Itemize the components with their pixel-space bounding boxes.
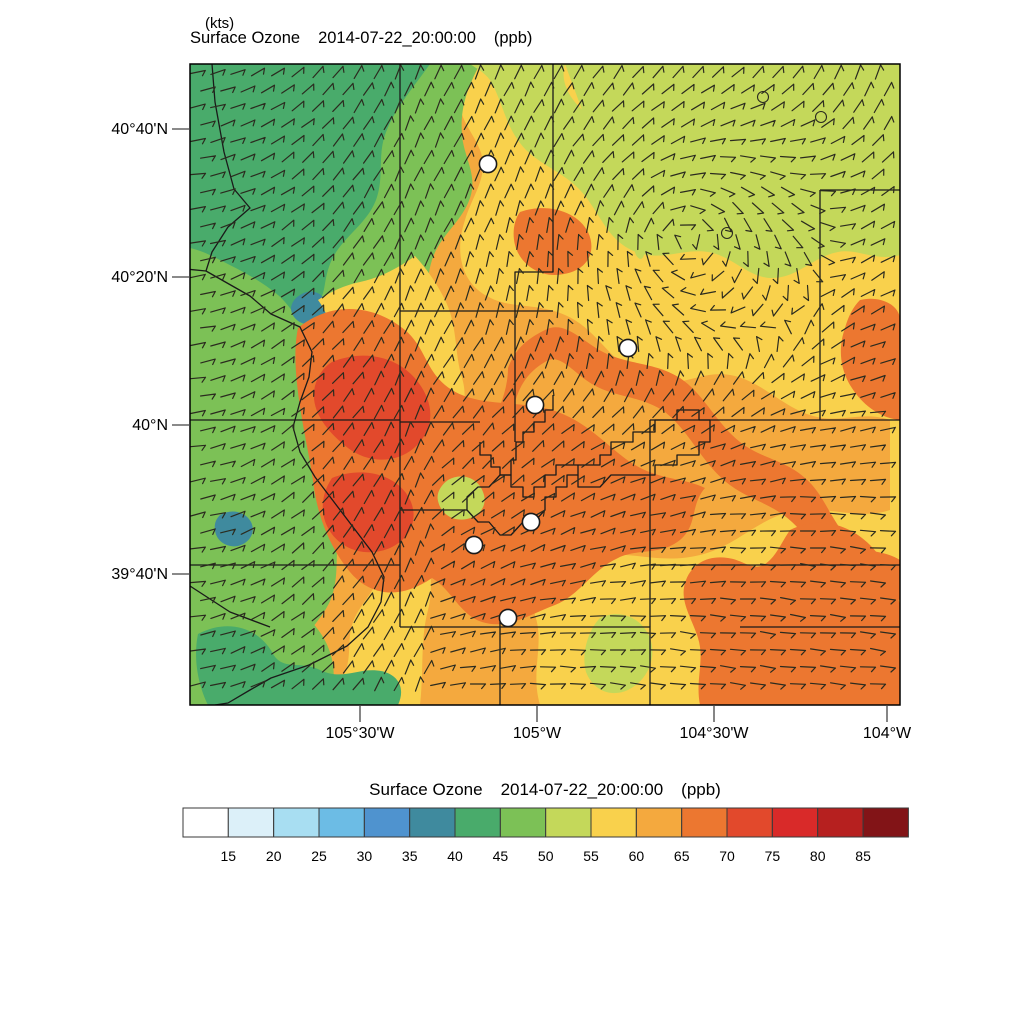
svg-text:65: 65 xyxy=(674,848,690,864)
svg-text:40°N: 40°N xyxy=(132,417,168,434)
svg-text:85: 85 xyxy=(855,848,871,864)
svg-text:25: 25 xyxy=(311,848,327,864)
svg-text:104°W: 104°W xyxy=(863,725,912,742)
svg-text:55: 55 xyxy=(583,848,599,864)
svg-text:70: 70 xyxy=(719,848,735,864)
svg-text:105°30'W: 105°30'W xyxy=(325,725,395,742)
svg-text:20: 20 xyxy=(266,848,282,864)
svg-text:40°20'N: 40°20'N xyxy=(111,269,168,286)
svg-text:104°30'W: 104°30'W xyxy=(679,725,749,742)
svg-text:75: 75 xyxy=(765,848,781,864)
svg-text:40°40'N: 40°40'N xyxy=(111,121,168,138)
svg-text:105°W: 105°W xyxy=(513,725,562,742)
svg-text:40: 40 xyxy=(447,848,463,864)
svg-text:39°40'N: 39°40'N xyxy=(111,566,168,583)
svg-text:45: 45 xyxy=(493,848,509,864)
svg-text:15: 15 xyxy=(221,848,237,864)
svg-text:80: 80 xyxy=(810,848,826,864)
svg-text:50: 50 xyxy=(538,848,554,864)
svg-text:60: 60 xyxy=(629,848,645,864)
svg-text:30: 30 xyxy=(357,848,373,864)
svg-text:35: 35 xyxy=(402,848,418,864)
